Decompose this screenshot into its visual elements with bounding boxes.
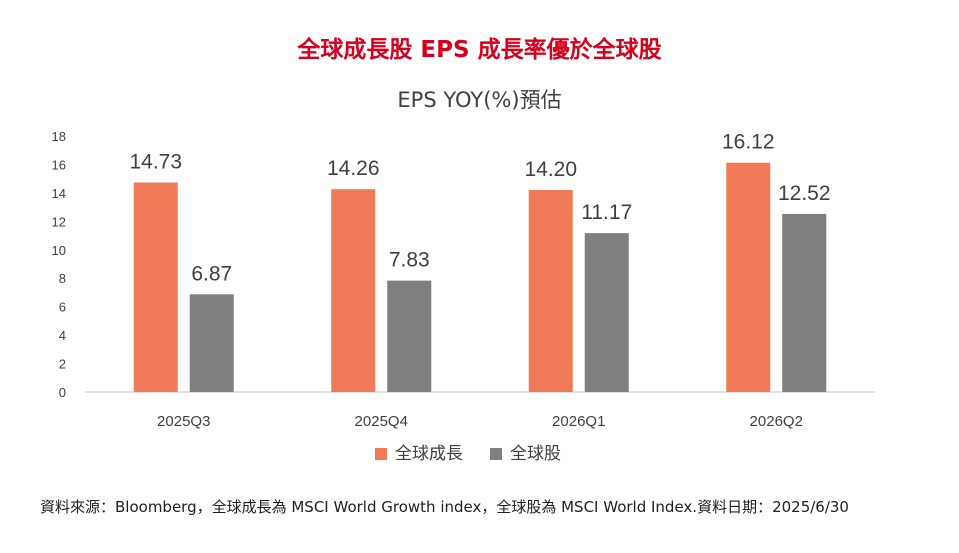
y-tick-label: 18	[52, 129, 66, 144]
y-tick-label: 2	[59, 357, 66, 372]
y-tick-label: 14	[52, 186, 66, 201]
bar-growth	[133, 182, 178, 392]
bar-growth	[331, 189, 376, 392]
bar-growth	[726, 162, 771, 392]
bar-global	[782, 213, 827, 392]
y-tick-label: 0	[59, 385, 66, 400]
bar-global	[584, 233, 629, 392]
eps-yoy-bar-chart: 0 2 4 6 8 10 12 14 16 18 14.73 6.87 2025Q3 14.26 7.83 2…	[52, 129, 875, 464]
data-label: 16.12	[722, 131, 775, 154]
data-label: 14.20	[524, 158, 577, 181]
chart-title: EPS YOY(%)預估	[397, 88, 562, 112]
x-tick-label: 2026Q1	[552, 413, 605, 430]
y-tick-label: 12	[52, 214, 66, 229]
legend-label: 全球股	[510, 444, 561, 464]
bar-growth	[528, 190, 573, 392]
y-tick-label: 16	[52, 157, 66, 172]
y-tick-label: 10	[52, 243, 66, 258]
data-label: 11.17	[581, 201, 632, 224]
x-tick-label: 2025Q4	[355, 413, 408, 430]
bar-global	[189, 294, 234, 392]
legend-label: 全球成長	[395, 444, 463, 464]
data-label: 14.73	[129, 151, 182, 174]
data-label: 14.26	[327, 157, 380, 180]
y-tick-label: 6	[59, 300, 66, 315]
bar-global	[387, 280, 432, 392]
legend-swatch-global	[490, 448, 502, 460]
data-label: 7.83	[389, 249, 430, 272]
x-tick-label: 2026Q2	[750, 413, 803, 430]
legend-swatch-growth	[375, 448, 387, 460]
x-tick-label: 2025Q3	[157, 413, 210, 430]
data-label: 6.87	[191, 262, 232, 285]
y-tick-label: 8	[59, 271, 66, 286]
y-tick-label: 4	[59, 328, 66, 343]
banner-title: 全球成長股 EPS 成長率優於全球股	[297, 37, 662, 63]
source-note: 資料來源：Bloomberg，全球成長為 MSCI World Growth i…	[40, 498, 849, 516]
data-label: 12.52	[778, 182, 831, 205]
